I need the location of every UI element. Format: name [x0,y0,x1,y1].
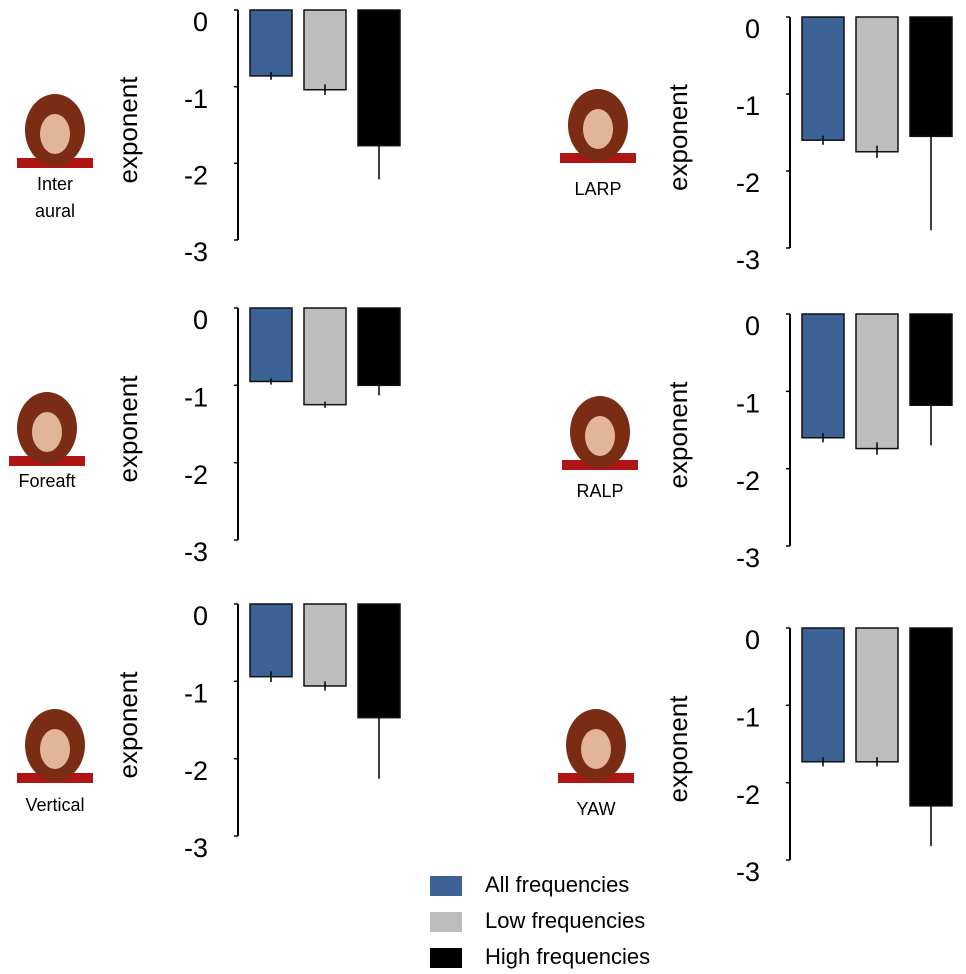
legend-label: All frequencies [485,872,629,897]
y-tick-label: 0 [745,625,760,655]
y-tick-label: -3 [184,537,208,567]
y-tick-label: -3 [184,833,208,863]
face [40,729,70,769]
y-tick-label: -2 [736,780,760,810]
legend-swatch [430,948,462,968]
y-tick-label: -1 [736,702,760,732]
bar [250,604,292,677]
y-tick-label: 0 [193,305,208,335]
bar [856,628,898,762]
y-tick-label: -2 [736,168,760,198]
face [585,416,615,456]
y-tick-label: -3 [184,237,208,267]
y-tick-label: -1 [184,382,208,412]
panel-label: Inter [37,174,73,194]
bar [856,314,898,449]
face [583,109,613,149]
panel-label: LARP [574,179,621,199]
y-tick-label: 0 [745,14,760,44]
face [32,412,62,452]
panel-label: RALP [576,481,623,501]
y-tick-label: 0 [745,311,760,341]
face [581,729,611,769]
panel-label: aural [35,201,75,221]
head-icon [17,709,93,783]
bar [250,308,292,381]
legend-label: High frequencies [485,944,650,969]
figure: 0 -1 -2 -3 exponent Inter aural 0 -1 -2 -3 exponent… [0,0,966,974]
y-tick-label: -3 [736,245,760,275]
y-tick-label: 0 [193,601,208,631]
head-icon [9,392,85,466]
y-tick-label: -1 [184,678,208,708]
y-tick-label: -2 [736,466,760,496]
y-tick-label: -1 [184,84,208,114]
legend-swatch [430,912,462,932]
y-axis-label: exponent [113,671,143,779]
bar [304,10,346,90]
head-icon [17,94,93,168]
y-tick-label: -1 [736,388,760,418]
bar [358,308,400,385]
y-axis-label: exponent [663,381,693,489]
head-icon [560,89,636,163]
bar [802,628,844,762]
y-axis-label: exponent [663,83,693,191]
bar [856,17,898,152]
y-tick-label: -2 [184,460,208,490]
y-tick-label: -1 [736,91,760,121]
bar [304,604,346,686]
head-icon [558,709,634,783]
face [40,114,70,154]
y-tick-label: -3 [736,543,760,573]
y-tick-label: 0 [193,7,208,37]
y-tick-label: -3 [736,857,760,887]
y-axis-label: exponent [113,375,143,483]
bar [802,314,844,438]
panel-label: YAW [577,799,616,819]
head-icon [562,396,638,470]
y-axis-label: exponent [113,76,143,184]
y-tick-label: -2 [184,756,208,786]
legend-swatch [430,876,462,896]
y-axis-label: exponent [663,695,693,803]
panel-label: Vertical [25,795,84,815]
bar [250,10,292,76]
legend-label: Low frequencies [485,908,645,933]
y-tick-label: -2 [184,160,208,190]
bar [802,17,844,140]
panel-label: Foreaft [18,471,75,491]
bar [304,308,346,405]
